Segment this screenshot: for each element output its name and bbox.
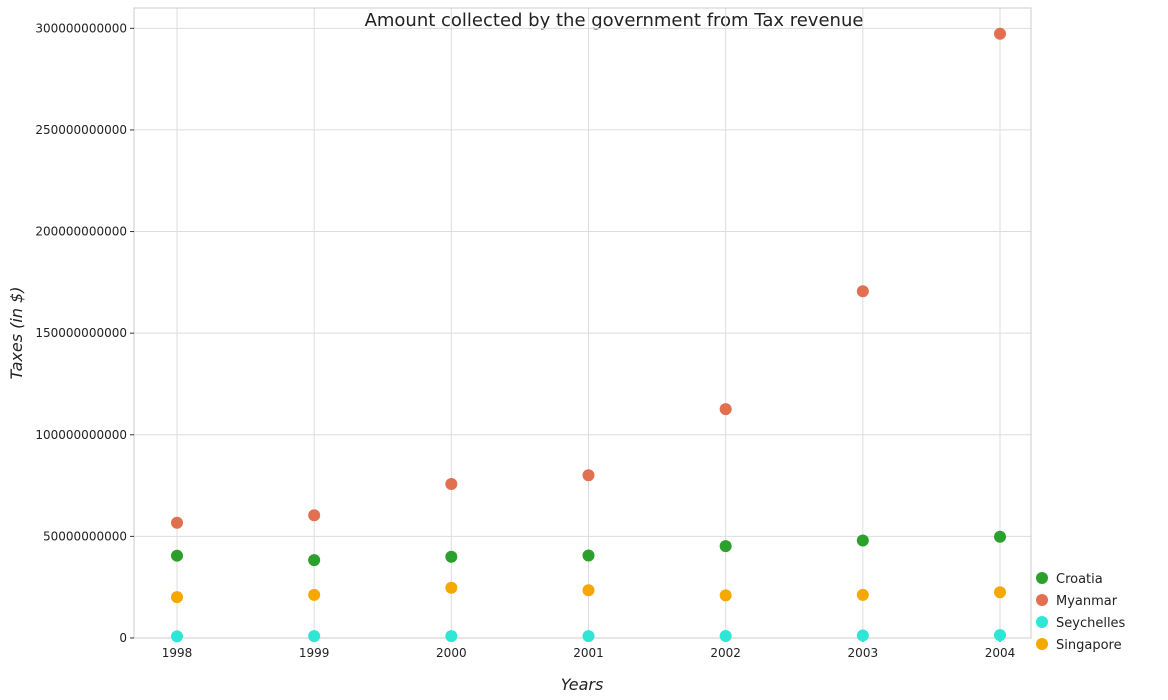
x-tick-label: 1998	[162, 646, 193, 660]
data-points	[171, 27, 1006, 643]
data-point	[171, 591, 183, 604]
data-point	[308, 630, 321, 643]
legend-label: Singapore	[1056, 638, 1122, 653]
x-tick-label: 1999	[299, 646, 330, 660]
grid	[134, 8, 1031, 639]
x-axis-label: Years	[561, 675, 604, 694]
data-point	[308, 509, 321, 522]
series-seychelles	[171, 629, 1006, 643]
y-axis-label: Taxes (in $)	[7, 287, 26, 380]
chart-title: Amount collected by the government from …	[365, 10, 864, 31]
legend-marker	[1036, 594, 1048, 606]
data-point	[582, 469, 595, 482]
y-tick-label: 300000000000	[35, 21, 127, 35]
data-point	[719, 540, 732, 553]
legend-marker	[1036, 616, 1048, 628]
x-tick-label: 2003	[848, 646, 879, 660]
y-tick-label: 250000000000	[35, 123, 127, 137]
legend-marker	[1036, 638, 1048, 650]
data-point	[582, 630, 595, 643]
data-point	[856, 629, 869, 642]
legend-item-myanmar: Myanmar	[1036, 594, 1118, 609]
y-tick-label: 0	[119, 631, 127, 645]
data-point	[308, 554, 321, 567]
data-point	[719, 403, 732, 416]
data-point	[445, 630, 458, 643]
y-axis: 0 50000000000 100000000000 150000000000 2000…	[35, 21, 134, 645]
y-tick-label: 50000000000	[43, 529, 127, 543]
legend-item-seychelles: Seychelles	[1036, 616, 1126, 631]
data-point	[994, 530, 1006, 543]
legend-item-singapore: Singapore	[1036, 638, 1122, 653]
data-point	[308, 588, 321, 601]
x-tick-label: 2001	[573, 646, 604, 660]
data-point	[445, 550, 458, 563]
series-singapore	[171, 581, 1006, 604]
legend-item-croatia: Croatia	[1036, 572, 1103, 587]
data-point	[719, 589, 732, 602]
y-tick-label: 200000000000	[35, 225, 127, 239]
data-point	[994, 27, 1006, 40]
x-tick-label: 2004	[985, 646, 1016, 660]
legend-label: Myanmar	[1056, 594, 1118, 609]
data-point	[171, 516, 183, 529]
x-tick-label: 2002	[710, 646, 741, 660]
legend-label: Croatia	[1056, 572, 1103, 587]
y-tick-label: 100000000000	[35, 428, 127, 442]
x-tick-label: 2000	[436, 646, 467, 660]
data-point	[994, 586, 1006, 599]
series-croatia	[171, 530, 1006, 567]
legend-label: Seychelles	[1056, 616, 1126, 631]
y-tick-label: 150000000000	[35, 326, 127, 340]
data-point	[171, 630, 183, 643]
data-point	[856, 285, 869, 298]
data-point	[445, 581, 458, 594]
data-point	[719, 629, 732, 642]
legend-marker	[1036, 572, 1048, 584]
data-point	[994, 629, 1006, 642]
legend: Croatia Myanmar Seychelles Singapore	[1036, 572, 1126, 653]
data-point	[171, 549, 183, 562]
series-myanmar	[171, 27, 1006, 529]
data-point	[582, 584, 595, 597]
plot-frame	[133, 7, 1032, 639]
data-point	[856, 588, 869, 601]
data-point	[856, 534, 869, 547]
data-point	[582, 549, 595, 562]
data-point	[445, 477, 458, 490]
